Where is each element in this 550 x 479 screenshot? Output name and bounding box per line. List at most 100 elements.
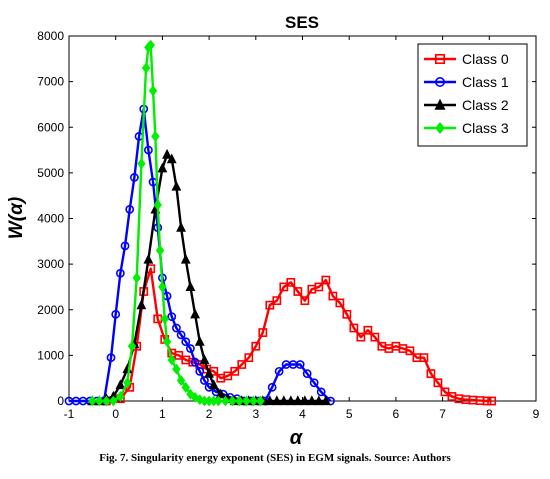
series-layer bbox=[64, 39, 497, 407]
data-point bbox=[256, 395, 265, 407]
data-point bbox=[258, 328, 268, 337]
data-point bbox=[321, 275, 331, 285]
y-tick-label: 8000 bbox=[37, 29, 64, 43]
data-point bbox=[146, 39, 155, 51]
y-tick-label: 3000 bbox=[37, 257, 64, 271]
data-point bbox=[300, 296, 310, 306]
data-point bbox=[158, 281, 167, 293]
data-point bbox=[176, 221, 186, 232]
chart: SES -1 0 1 2 3 4 5 6 7 8 9010002000300040005000600… bbox=[6, 13, 540, 449]
x-axis-label: α bbox=[290, 427, 304, 449]
series-line bbox=[69, 107, 332, 403]
data-point bbox=[370, 332, 380, 342]
series-3 bbox=[88, 39, 265, 407]
data-point bbox=[200, 376, 209, 385]
data-point bbox=[435, 122, 445, 134]
legend-label: Class 2 bbox=[462, 97, 509, 113]
data-point bbox=[426, 369, 436, 379]
data-point bbox=[160, 313, 169, 325]
data-point bbox=[267, 382, 277, 392]
data-point bbox=[293, 287, 303, 296]
data-point bbox=[286, 277, 296, 287]
data-point bbox=[342, 309, 352, 319]
axis-ticks: -1 0 1 2 3 4 5 6 7 8 90100020003000400050006000700… bbox=[37, 29, 539, 421]
data-point bbox=[88, 395, 97, 407]
x-tick-label: 8 bbox=[486, 407, 493, 421]
legend-label: Class 0 bbox=[462, 51, 509, 67]
series-line bbox=[106, 267, 492, 403]
data-point bbox=[185, 281, 196, 292]
data-point bbox=[419, 353, 429, 363]
data-point bbox=[214, 395, 223, 407]
data-point bbox=[102, 395, 111, 407]
x-tick-label: 1 bbox=[159, 407, 166, 421]
data-point bbox=[181, 337, 191, 347]
data-point bbox=[137, 158, 146, 170]
data-point bbox=[228, 395, 237, 407]
data-point bbox=[278, 395, 289, 406]
data-point bbox=[265, 300, 275, 310]
data-point bbox=[363, 325, 373, 335]
y-axis-label: W(α) bbox=[6, 197, 27, 239]
data-point bbox=[199, 354, 210, 365]
data-point bbox=[434, 98, 446, 110]
y-tick-label: 4000 bbox=[37, 212, 64, 226]
data-point bbox=[405, 346, 415, 356]
data-point bbox=[95, 395, 104, 407]
data-point bbox=[186, 344, 195, 353]
data-point bbox=[249, 395, 258, 407]
data-point bbox=[309, 378, 319, 388]
data-point bbox=[136, 299, 147, 310]
data-point bbox=[230, 366, 240, 376]
data-point bbox=[242, 395, 251, 407]
data-point bbox=[115, 379, 126, 390]
data-point bbox=[313, 395, 324, 406]
data-point bbox=[153, 199, 162, 211]
data-point bbox=[434, 77, 445, 88]
data-point bbox=[271, 395, 282, 406]
legend-label: Class 3 bbox=[462, 120, 509, 136]
data-point bbox=[274, 366, 284, 376]
data-point bbox=[132, 272, 141, 284]
data-point bbox=[120, 241, 130, 251]
data-point bbox=[166, 153, 177, 164]
data-point bbox=[285, 395, 296, 406]
data-point bbox=[292, 395, 303, 406]
data-point bbox=[264, 395, 275, 406]
data-point bbox=[111, 309, 121, 319]
data-point bbox=[106, 353, 116, 363]
data-point bbox=[171, 180, 182, 191]
data-point bbox=[215, 388, 226, 399]
chart-title: SES bbox=[285, 13, 319, 32]
data-point bbox=[141, 62, 151, 74]
data-point bbox=[433, 378, 443, 388]
data-point bbox=[190, 308, 200, 319]
data-point bbox=[109, 395, 118, 407]
data-point bbox=[306, 395, 317, 406]
data-point bbox=[194, 335, 205, 346]
y-tick-label: 7000 bbox=[37, 75, 64, 89]
data-point bbox=[195, 394, 204, 406]
data-point bbox=[299, 395, 310, 406]
y-tick-label: 1000 bbox=[37, 348, 64, 362]
data-point bbox=[190, 357, 200, 367]
data-point bbox=[335, 298, 345, 308]
x-tick-label: 0 bbox=[112, 407, 119, 421]
data-point bbox=[434, 53, 445, 64]
data-point bbox=[148, 85, 158, 97]
data-point bbox=[162, 148, 172, 159]
data-point bbox=[167, 312, 177, 321]
data-point bbox=[174, 350, 184, 360]
data-point bbox=[195, 366, 205, 376]
x-tick-label: 9 bbox=[533, 407, 540, 421]
data-point bbox=[143, 145, 153, 155]
data-point bbox=[116, 391, 125, 402]
x-tick-label: -1 bbox=[64, 407, 75, 421]
data-point bbox=[157, 162, 168, 173]
data-point bbox=[172, 363, 181, 375]
data-point bbox=[143, 253, 154, 264]
data-point bbox=[328, 291, 338, 301]
data-point bbox=[190, 391, 200, 403]
data-point bbox=[123, 377, 132, 389]
x-tick-label: 4 bbox=[299, 407, 306, 421]
